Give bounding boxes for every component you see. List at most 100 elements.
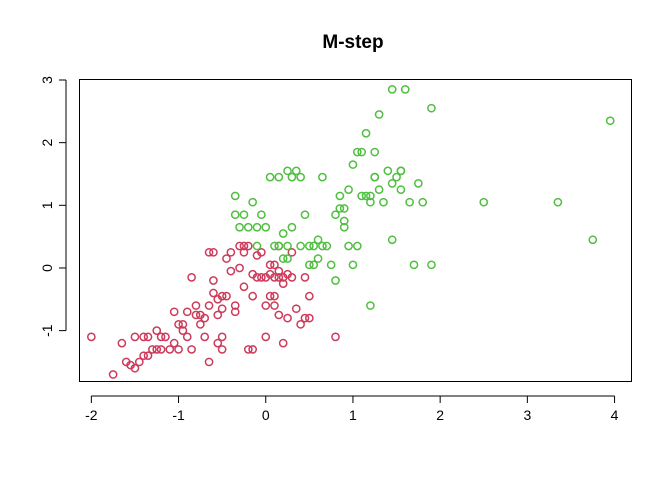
data-point (195, 320, 205, 329)
data-point (261, 332, 271, 342)
data-point (178, 326, 188, 335)
data-point (479, 197, 489, 207)
data-point (352, 147, 362, 157)
data-point (274, 172, 284, 182)
data-point (257, 247, 266, 257)
data-point (357, 147, 367, 157)
data-point (182, 332, 192, 342)
data-point (387, 179, 397, 188)
data-point (152, 345, 162, 354)
data-point (230, 191, 240, 201)
data-point (339, 204, 349, 213)
data-point (427, 103, 436, 113)
data-point (287, 172, 297, 182)
data-point (352, 241, 362, 251)
data-point (161, 332, 170, 342)
x-tick-label: 1 (349, 407, 357, 423)
data-point (217, 332, 227, 342)
data-point (366, 191, 375, 201)
data-point (387, 85, 397, 94)
data-point (387, 235, 397, 245)
x-tick-label: 0 (262, 407, 270, 423)
data-point (270, 241, 279, 251)
data-point (374, 185, 384, 194)
data-point (274, 273, 284, 282)
data-point (230, 301, 240, 310)
data-point (187, 345, 196, 354)
data-point (252, 241, 262, 251)
data-point (283, 254, 292, 263)
data-point (204, 301, 214, 310)
data-point (304, 291, 314, 301)
data-point (174, 345, 183, 354)
data-point (252, 273, 262, 282)
data-point (318, 172, 327, 182)
data-point (309, 260, 319, 270)
data-points (86, 85, 615, 379)
chart-title: M-step (322, 32, 383, 53)
data-point (243, 345, 253, 354)
data-point (300, 273, 310, 282)
data-point (235, 222, 244, 232)
y-tick-label: 0 (39, 264, 55, 272)
data-point (339, 216, 349, 226)
data-point (322, 241, 332, 251)
data-point (405, 197, 414, 207)
x-tick-label: -2 (85, 407, 98, 423)
data-point (270, 301, 279, 310)
data-point (156, 345, 166, 354)
data-point (213, 310, 223, 320)
data-point (222, 291, 231, 301)
data-point (357, 191, 367, 201)
data-point (239, 241, 249, 251)
data-point (252, 222, 262, 232)
data-point (283, 241, 292, 251)
data-point (204, 247, 214, 257)
data-point (283, 313, 292, 323)
data-point (200, 332, 210, 342)
data-point (261, 273, 271, 282)
data-point (230, 210, 240, 220)
data-point (283, 166, 292, 176)
data-point (409, 260, 419, 270)
data-point (134, 357, 144, 367)
data-point (213, 338, 223, 348)
data-point (331, 332, 340, 342)
data-point (86, 332, 96, 342)
data-point (274, 310, 284, 320)
data-point (374, 110, 384, 119)
data-point (108, 370, 118, 379)
x-axis: -2 -1 0 1 2 3 4 (85, 395, 619, 423)
data-point (296, 172, 305, 182)
data-point (335, 191, 345, 201)
data-point (400, 85, 410, 94)
data-point (304, 241, 314, 251)
data-point (379, 197, 388, 207)
y-tick-label: 2 (39, 139, 55, 147)
data-point (291, 304, 301, 314)
data-point (361, 191, 371, 201)
data-point (248, 197, 258, 207)
data-point (191, 310, 201, 320)
data-point (261, 301, 271, 310)
data-point (130, 363, 140, 373)
data-point (418, 197, 428, 207)
data-point (331, 276, 340, 285)
data-point (217, 304, 227, 314)
data-point (287, 247, 297, 257)
data-point (296, 241, 305, 251)
data-point (156, 332, 166, 342)
data-point (427, 260, 436, 270)
data-point (588, 235, 598, 245)
data-point (278, 254, 288, 263)
y-axis: -1 0 1 2 3 (39, 76, 67, 337)
data-point (274, 241, 284, 251)
data-point (344, 241, 353, 251)
data-point (222, 254, 231, 263)
data-point (296, 320, 305, 329)
data-point (300, 210, 310, 220)
data-point (270, 291, 279, 301)
x-tick-label: 4 (611, 407, 619, 423)
data-point (130, 332, 140, 342)
